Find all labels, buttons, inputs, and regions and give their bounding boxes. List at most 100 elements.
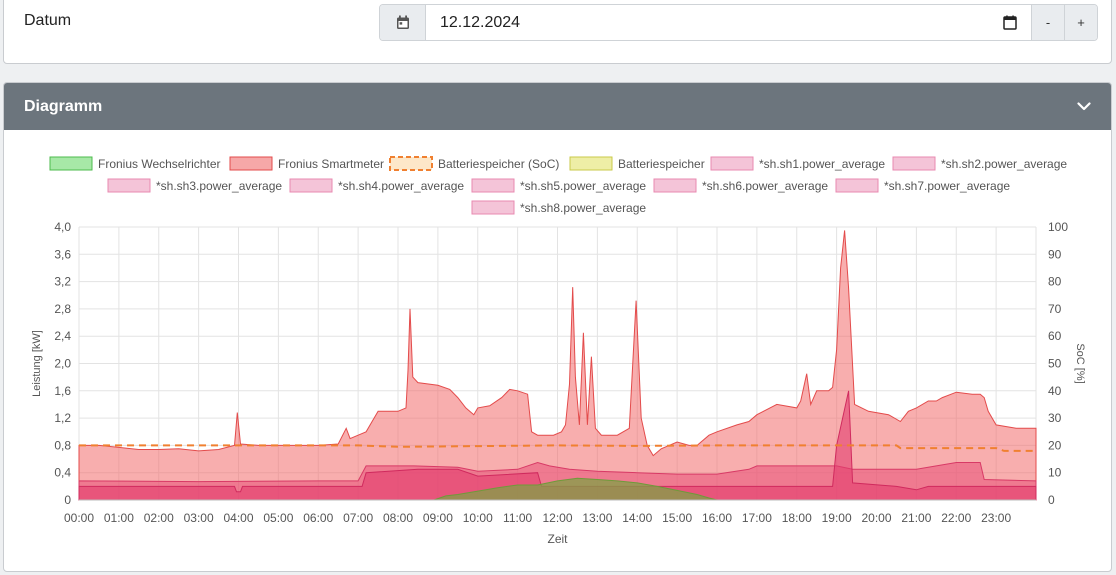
y2-tick-label: 40	[1048, 384, 1062, 398]
x-tick-label: 04:00	[223, 511, 253, 525]
legend-item[interactable]: *sh.sh2.power_average	[892, 156, 1067, 171]
y2-tick-label: 20	[1048, 438, 1062, 452]
legend-item[interactable]: Batteriespeicher (SoC)	[389, 156, 559, 171]
legend-swatch	[892, 156, 936, 171]
chart-title: Diagramm	[24, 97, 103, 115]
increment-date-button[interactable]: +	[1064, 5, 1097, 40]
x-tick-label: 21:00	[901, 511, 931, 525]
y-tick-label: 0,8	[54, 438, 71, 452]
legend-item[interactable]: *sh.sh7.power_average	[835, 178, 1010, 193]
y-tick-label: 0	[64, 493, 71, 507]
y-tick-label: 0,4	[54, 466, 71, 480]
calendar-button[interactable]	[380, 5, 426, 40]
legend-label: Fronius Smartmeter	[278, 157, 384, 171]
calendar-picker-icon[interactable]	[1003, 15, 1017, 30]
legend-item[interactable]: Fronius Wechselrichter	[49, 156, 220, 171]
x-tick-label: 17:00	[742, 511, 772, 525]
legend-label: Batteriespeicher	[618, 157, 705, 171]
x-tick-label: 15:00	[662, 511, 692, 525]
legend-item[interactable]: *sh.sh1.power_average	[710, 156, 885, 171]
y-tick-label: 2,4	[54, 329, 71, 343]
y2-tick-label: 90	[1048, 247, 1062, 261]
legend-swatch	[653, 178, 697, 193]
chevron-down-icon[interactable]	[1077, 102, 1091, 111]
x-tick-label: 19:00	[822, 511, 852, 525]
date-field[interactable]: 12.12.2024	[426, 5, 1031, 40]
x-tick-label: 02:00	[144, 511, 174, 525]
y2-tick-label: 50	[1048, 357, 1062, 371]
x-tick-label: 10:00	[463, 511, 493, 525]
legend-item[interactable]: *sh.sh6.power_average	[653, 178, 828, 193]
date-label: Datum	[24, 12, 72, 29]
legend-label: Batteriespeicher (SoC)	[438, 157, 559, 171]
series-area	[433, 477, 718, 501]
legend-item[interactable]: Batteriespeicher	[569, 156, 705, 171]
x-tick-label: 03:00	[184, 511, 214, 525]
date-value: 12.12.2024	[440, 13, 521, 31]
x-tick-label: 12:00	[542, 511, 572, 525]
x-tick-label: 09:00	[423, 511, 453, 525]
legend-label: *sh.sh5.power_average	[520, 179, 646, 193]
legend-item[interactable]: *sh.sh3.power_average	[107, 178, 282, 193]
legend-swatch	[389, 156, 433, 171]
x-axis-title: Zeit	[547, 532, 568, 546]
legend-swatch	[471, 178, 515, 193]
x-tick-label: 18:00	[782, 511, 812, 525]
legend-label: *sh.sh3.power_average	[156, 179, 282, 193]
y-axis-title: Leistung [kW]	[31, 330, 43, 397]
date-input-group: 12.12.2024 - +	[379, 4, 1098, 41]
legend-swatch	[107, 178, 151, 193]
y2-tick-label: 60	[1048, 329, 1062, 343]
x-tick-label: 05:00	[263, 511, 293, 525]
x-tick-label: 23:00	[981, 511, 1011, 525]
x-tick-label: 20:00	[861, 511, 891, 525]
series-area	[78, 230, 1037, 501]
x-tick-label: 16:00	[702, 511, 732, 525]
x-tick-label: 00:00	[64, 511, 94, 525]
y2-tick-label: 70	[1048, 302, 1062, 316]
legend-swatch	[471, 200, 515, 215]
legend-item[interactable]: *sh.sh8.power_average	[471, 200, 646, 215]
decrement-date-button[interactable]: -	[1031, 5, 1064, 40]
legend-label: *sh.sh8.power_average	[520, 201, 646, 215]
legend-swatch	[229, 156, 273, 171]
legend-swatch	[710, 156, 754, 171]
x-tick-label: 11:00	[503, 511, 532, 525]
chart-legend: Fronius Wechselrichter Fronius Smartmeter…	[49, 156, 1067, 215]
legend-label: *sh.sh7.power_average	[884, 179, 1010, 193]
chart-header[interactable]: Diagramm	[4, 83, 1111, 130]
y2-tick-label: 80	[1048, 275, 1062, 289]
energy-chart: 0 0,4 0,8 1,2 1,6 2,0 2,4 2,8 3,2 3,6 4,0 0 10 20 30 40…	[31, 156, 1086, 546]
chart-card: Diagramm 0 0,4 0,8 1,2 1,6 2,0 2,4 2,8 3,2 3,6 4,0…	[3, 82, 1112, 572]
y-tick-label: 2,0	[54, 357, 71, 371]
legend-swatch	[835, 178, 879, 193]
legend-item[interactable]: *sh.sh4.power_average	[289, 178, 464, 193]
legend-label: *sh.sh4.power_average	[338, 179, 464, 193]
date-card: Datum 12.12.2024 - +	[3, 0, 1112, 64]
y2-axis-title: SoC [%]	[1074, 343, 1086, 383]
y-tick-label: 3,2	[54, 275, 71, 289]
legend-swatch	[289, 178, 333, 193]
legend-swatch	[49, 156, 93, 171]
y-tick-label: 3,6	[54, 247, 71, 261]
x-tick-label: 08:00	[383, 511, 413, 525]
y-tick-label: 1,6	[54, 384, 71, 398]
legend-item[interactable]: *sh.sh5.power_average	[471, 178, 646, 193]
y-tick-label: 4,0	[54, 220, 71, 234]
y-tick-label: 1,2	[54, 411, 71, 425]
y2-tick-label: 0	[1048, 493, 1055, 507]
legend-label: *sh.sh6.power_average	[702, 179, 828, 193]
soc-line	[79, 444, 1036, 452]
x-tick-label: 13:00	[582, 511, 612, 525]
x-tick-label: 22:00	[941, 511, 971, 525]
legend-swatch	[569, 156, 613, 171]
calendar-icon	[396, 15, 409, 29]
y2-tick-label: 10	[1048, 466, 1062, 480]
x-tick-label: 07:00	[343, 511, 373, 525]
x-tick-label: 06:00	[303, 511, 333, 525]
y-tick-label: 2,8	[54, 302, 71, 316]
legend-label: Fronius Wechselrichter	[98, 157, 220, 171]
legend-label: *sh.sh1.power_average	[759, 157, 885, 171]
x-tick-label: 01:00	[104, 511, 134, 525]
legend-item[interactable]: Fronius Smartmeter	[229, 156, 384, 171]
